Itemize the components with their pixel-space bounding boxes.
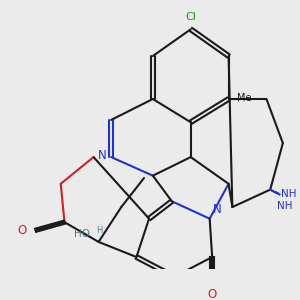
Text: NH: NH	[281, 189, 296, 200]
Text: N: N	[213, 203, 221, 216]
Text: H: H	[96, 226, 103, 235]
Text: O: O	[17, 224, 26, 237]
Text: O: O	[208, 288, 217, 300]
Text: Cl: Cl	[185, 12, 196, 22]
Text: Me: Me	[237, 93, 251, 103]
Text: NH: NH	[278, 201, 293, 211]
Text: HO: HO	[74, 230, 90, 239]
Text: N: N	[98, 149, 107, 162]
